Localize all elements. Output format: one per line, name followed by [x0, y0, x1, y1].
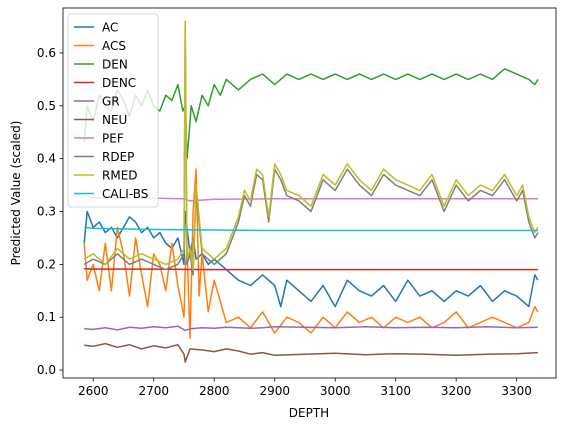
legend-label-cali-bs: CALI-BS	[102, 187, 148, 201]
y-tick-label: 0.2	[37, 257, 56, 271]
series-line-cali-bs	[84, 226, 538, 232]
x-axis-label: DEPTH	[289, 406, 329, 420]
x-tick-label: 2900	[259, 384, 290, 398]
series-line-neu	[84, 342, 538, 363]
legend: AC ACS DEN DENC GR NEU PEF RDEP RMED CALI-BS	[67, 13, 159, 208]
legend-label-neu: NEU	[102, 113, 127, 127]
y-tick-label: 0.1	[37, 310, 56, 324]
y-axis: 0.0 0.1 0.2 0.3 0.4 0.5 0.6	[37, 46, 63, 377]
x-tick-label: 3000	[320, 384, 351, 398]
legend-label-denc: DENC	[102, 76, 136, 90]
y-axis-label: Predicted Value (scaled)	[9, 121, 23, 266]
x-tick-label: 2800	[199, 384, 230, 398]
x-axis: 2600 2700 2800 2900 3000 3100 3200 3300	[78, 378, 532, 398]
series-line-rmed	[83, 20, 539, 271]
x-tick-label: 3200	[441, 384, 472, 398]
y-tick-label: 0.0	[37, 363, 56, 377]
legend-label-gr: GR	[102, 95, 120, 109]
series-line-denc	[84, 267, 538, 271]
x-tick-label: 3100	[380, 384, 411, 398]
x-tick-label: 2600	[78, 384, 109, 398]
y-tick-label: 0.6	[37, 46, 56, 60]
series-line-gr	[84, 325, 538, 332]
series-line-ac	[83, 210, 539, 308]
y-tick-label: 0.4	[37, 152, 56, 166]
x-tick-label: 2700	[138, 384, 169, 398]
legend-label-rdep: RDEP	[102, 150, 134, 164]
y-tick-label: 0.5	[37, 99, 56, 113]
y-tick-label: 0.3	[37, 205, 56, 219]
legend-label-pef: PEF	[102, 132, 124, 146]
legend-label-den: DEN	[102, 58, 128, 72]
x-tick-label: 3300	[501, 384, 532, 398]
legend-label-ac: AC	[102, 21, 118, 35]
legend-box	[67, 13, 159, 208]
legend-label-rmed: RMED	[102, 169, 138, 183]
legend-label-acs: ACS	[102, 39, 126, 53]
series-line-acs	[83, 168, 539, 340]
plot-frame	[62, 7, 557, 379]
